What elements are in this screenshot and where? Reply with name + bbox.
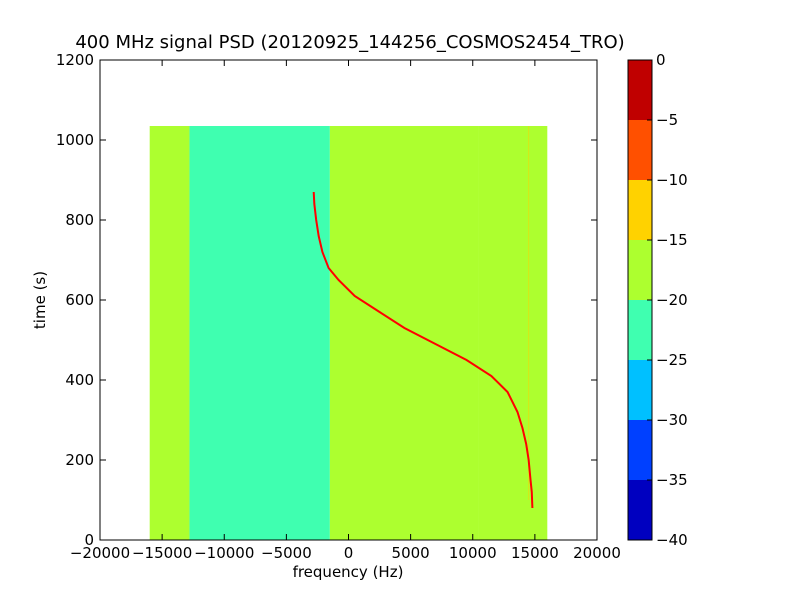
y-axis-label: time (s)	[31, 271, 49, 329]
y-tick-label: 800	[65, 211, 94, 229]
y-tick-label: 1000	[56, 131, 94, 149]
chart-title: 400 MHz signal PSD (20120925_144256_COSM…	[75, 32, 624, 53]
x-tick-label: −20000	[70, 544, 130, 562]
colorbar-tick-label: −15	[656, 231, 688, 249]
colorbar-tick-label: −40	[656, 531, 688, 549]
plot-area	[99, 59, 598, 541]
psd-band	[149, 126, 190, 540]
x-tick-label: 20000	[573, 544, 621, 562]
x-tick-label: −10000	[194, 544, 254, 562]
colorbar-tick-label: −5	[656, 111, 678, 129]
x-axis: −20000 −15000 −10000 −5000 0 5000 10000 15000 20…	[70, 60, 621, 562]
colorbar-segment	[628, 300, 652, 360]
psd-band	[189, 126, 330, 540]
y-tick-label: 1200	[56, 51, 94, 69]
colorbar: −40 −35 −30 −25 −20 −15 −10 −5 0	[627, 51, 688, 549]
y-axis: 0 200 400 600 800 1000 1200	[56, 51, 597, 549]
x-axis-label: frequency (Hz)	[293, 563, 404, 581]
x-tick-label: 0	[344, 544, 354, 562]
colorbar-segment	[628, 180, 652, 240]
colorbar-tick-label: 0	[656, 51, 666, 69]
x-tick-label: −5000	[261, 544, 312, 562]
psd-band	[478, 126, 548, 540]
signal-trace	[312, 191, 534, 509]
colorbar-segment	[628, 60, 652, 120]
x-tick-label: −15000	[132, 544, 192, 562]
colorbar-segment	[628, 360, 652, 420]
colorbar-tick-label: −10	[656, 171, 688, 189]
colorbar-tick-label: −35	[656, 471, 688, 489]
colorbar-segment	[628, 240, 652, 300]
colorbar-tick-label: −20	[656, 291, 688, 309]
y-tick-label: 600	[65, 291, 94, 309]
colorbar-segment	[628, 120, 652, 180]
colorbar-tick-label: −25	[656, 351, 688, 369]
psd-band	[329, 126, 479, 540]
x-tick-label: 10000	[449, 544, 497, 562]
y-tick-label: 200	[65, 451, 94, 469]
colorbar-tick-label: −30	[656, 411, 688, 429]
y-tick-label: 400	[65, 371, 94, 389]
y-tick-label: 0	[84, 531, 94, 549]
colorbar-segment	[628, 420, 652, 480]
colorbar-segment	[628, 480, 652, 540]
x-tick-label: 5000	[392, 544, 430, 562]
x-tick-label: 15000	[511, 544, 559, 562]
